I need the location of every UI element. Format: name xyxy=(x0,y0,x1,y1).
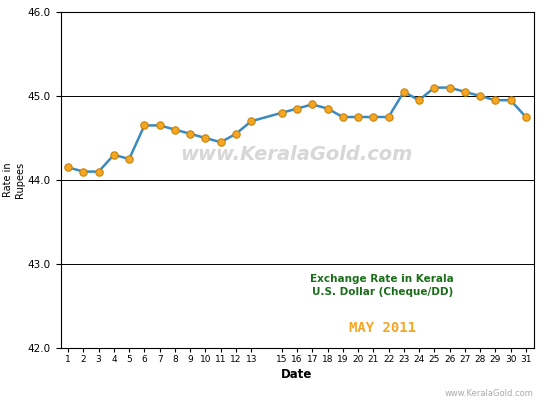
Point xyxy=(170,126,179,133)
Point xyxy=(308,101,317,108)
Point xyxy=(338,114,347,120)
Point xyxy=(460,89,469,95)
Point xyxy=(186,131,195,137)
Point xyxy=(201,135,210,141)
Point xyxy=(430,84,439,91)
Point xyxy=(140,122,149,129)
Point xyxy=(109,152,118,158)
Text: MAY 2011: MAY 2011 xyxy=(349,321,416,335)
Point xyxy=(247,118,256,124)
Point xyxy=(64,164,73,171)
Point xyxy=(277,110,286,116)
Point xyxy=(323,105,332,112)
Point xyxy=(506,97,515,103)
Point xyxy=(155,122,164,129)
Point xyxy=(216,139,225,145)
Point xyxy=(476,93,485,99)
Point xyxy=(384,114,393,120)
Text: Exchange Rate in Kerala
U.S. Dollar (Cheque/DD): Exchange Rate in Kerala U.S. Dollar (Che… xyxy=(310,274,454,298)
Point xyxy=(415,97,424,103)
Point xyxy=(125,156,134,162)
Point xyxy=(399,89,408,95)
Point xyxy=(491,97,500,103)
Point xyxy=(293,105,301,112)
Y-axis label: Rate in
Rupees: Rate in Rupees xyxy=(3,162,25,198)
Point xyxy=(232,131,240,137)
X-axis label: Date: Date xyxy=(281,368,313,381)
Text: www.KeralaGold.com: www.KeralaGold.com xyxy=(444,389,534,398)
Point xyxy=(354,114,362,120)
Point xyxy=(79,168,88,175)
Point xyxy=(521,114,530,120)
Text: www.KeralaGold.com: www.KeralaGold.com xyxy=(181,145,413,164)
Point xyxy=(94,168,103,175)
Point xyxy=(369,114,378,120)
Point xyxy=(445,84,454,91)
